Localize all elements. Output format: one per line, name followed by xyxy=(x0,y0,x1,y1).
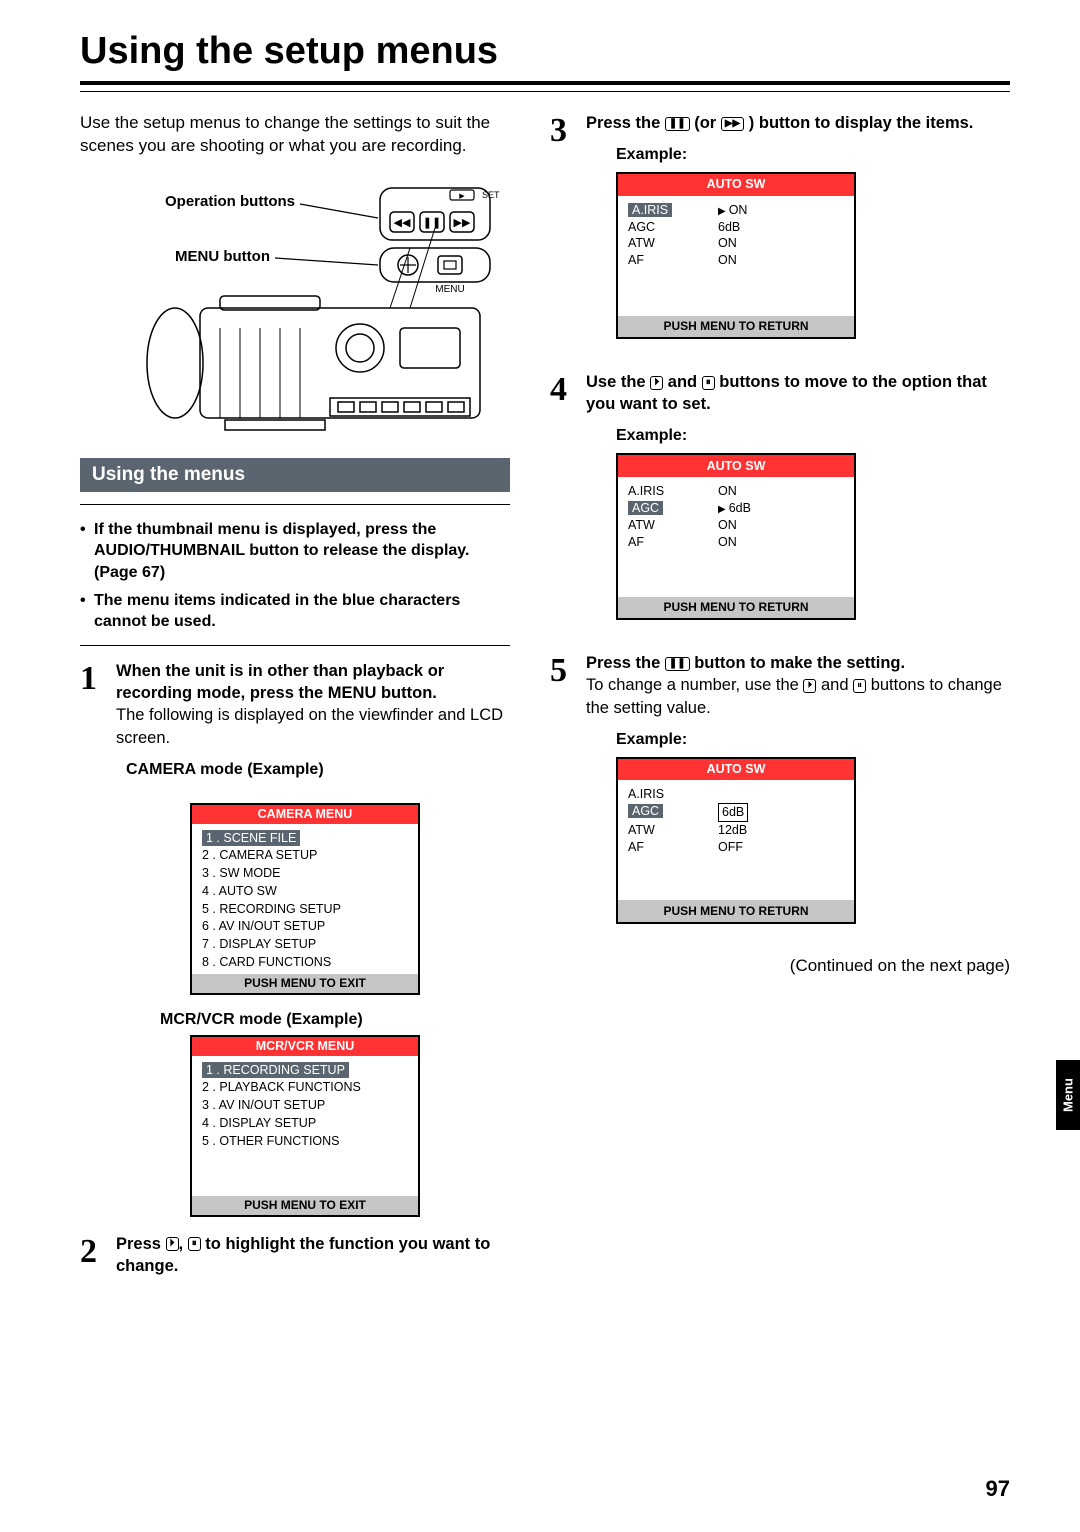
camera-mode-label: CAMERA mode (Example) xyxy=(126,759,510,781)
menu-item: 7 . DISPLAY SETUP xyxy=(202,936,408,954)
menu-item: 3 . SW MODE xyxy=(202,864,408,882)
menu-title: CAMERA MENU xyxy=(192,805,418,824)
menu-item: 2 . PLAYBACK FUNCTIONS xyxy=(202,1078,408,1096)
up-icon: ⏵ xyxy=(166,1237,179,1251)
down-icon: ⏸ xyxy=(702,376,715,390)
menu-button-label: MENU button xyxy=(175,248,270,265)
step-number: 3 xyxy=(550,112,586,355)
divider xyxy=(80,645,510,646)
row-val: ON xyxy=(718,235,844,252)
camera-illustration: ◀◀ ❚❚ ▶▶ ▶ SET MENU Operation buttons xyxy=(90,178,500,438)
example-label: Example: xyxy=(616,144,1010,166)
up-icon: ⏵ xyxy=(803,679,816,693)
svg-text:▶▶: ▶▶ xyxy=(454,217,471,229)
row-label: AGC xyxy=(628,804,663,818)
row-label: AF xyxy=(628,839,718,856)
step-4-text: Use the ⏵ and ⏸ buttons to move to the o… xyxy=(586,371,1010,416)
menu-footer: PUSH MENU TO EXIT xyxy=(192,974,418,993)
row-val: ON xyxy=(729,203,748,217)
menu-item-selected: 1 . RECORDING SETUP xyxy=(202,1062,349,1079)
svg-text:❚❚: ❚❚ xyxy=(423,217,441,229)
menu-footer: PUSH MENU TO RETURN xyxy=(618,900,854,921)
row-label: AGC xyxy=(628,219,718,236)
menu-item: 2 . CAMERA SETUP xyxy=(202,846,408,864)
row-label: ATW xyxy=(628,822,718,839)
camera-diagram: ◀◀ ❚❚ ▶▶ ▶ SET MENU Operation buttons xyxy=(80,178,510,438)
row-label: A.IRIS xyxy=(628,483,718,500)
page-number: 97 xyxy=(986,1476,1010,1502)
menu-footer: PUSH MENU TO RETURN xyxy=(618,597,854,618)
down-icon: ⏸ xyxy=(188,1237,201,1251)
row-label: AF xyxy=(628,252,718,269)
note-2: The menu items indicated in the blue cha… xyxy=(94,590,510,633)
ffwd-icon: ▶▶ xyxy=(721,117,744,131)
autosw-menu-1: AUTO SW A.IRIS▶ON AGC6dB ATWON AFON PUSH… xyxy=(616,172,856,339)
menu-item: 8 . CARD FUNCTIONS xyxy=(202,954,408,972)
continued-text: (Continued on the next page) xyxy=(550,956,1010,976)
mcr-mode-label: MCR/VCR mode (Example) xyxy=(160,1011,510,1029)
example-label: Example: xyxy=(616,425,1010,447)
step-2-text: Press ⏵, ⏸ to highlight the function you… xyxy=(116,1235,490,1275)
row-label: A.IRIS xyxy=(628,786,718,803)
autosw-menu-3: AUTO SW A.IRIS AGC 6dB ATW12dB AFOFF PUSH… xyxy=(616,757,856,924)
menu-title: AUTO SW xyxy=(618,174,854,196)
side-tab: Menu xyxy=(1056,1060,1080,1130)
menu-item: 5 . RECORDING SETUP xyxy=(202,900,408,918)
menu-item: 3 . AV IN/OUT SETUP xyxy=(202,1096,408,1114)
divider xyxy=(80,504,510,505)
step-1-heading: When the unit is in other than playback … xyxy=(116,660,510,705)
menu-footer: PUSH MENU TO EXIT xyxy=(192,1196,418,1215)
example-label: Example: xyxy=(616,729,1010,751)
menu-under-label: MENU xyxy=(435,284,464,295)
step-1-text: The following is displayed on the viewfi… xyxy=(116,704,510,749)
step-3-text: Press the ❚❚ (or ▶▶ ) button to display … xyxy=(586,112,1010,134)
menu-item: 4 . DISPLAY SETUP xyxy=(202,1114,408,1132)
row-val: OFF xyxy=(718,839,844,856)
pause-icon: ❚❚ xyxy=(665,117,690,131)
row-val: 6dB xyxy=(729,501,751,515)
row-val: 12dB xyxy=(718,822,844,839)
row-val: ON xyxy=(718,252,844,269)
note-1: If the thumbnail menu is displayed, pres… xyxy=(94,519,510,584)
up-icon: ⏵ xyxy=(650,376,663,390)
step-5-heading: Press the ❚❚ button to make the setting. xyxy=(586,652,1010,674)
pause-icon: ❚❚ xyxy=(665,657,690,671)
op-buttons-label: Operation buttons xyxy=(165,193,295,210)
row-label: A.IRIS xyxy=(628,203,672,217)
step-number: 4 xyxy=(550,371,586,636)
row-val-boxed: 6dB xyxy=(718,803,748,822)
row-val: ON xyxy=(718,517,844,534)
autosw-menu-2: AUTO SW A.IRISON AGC▶6dB ATWON AFON PUSH… xyxy=(616,453,856,620)
row-label: AF xyxy=(628,534,718,551)
page-title: Using the setup menus xyxy=(80,30,1010,85)
set-label: SET xyxy=(482,190,500,200)
row-label: ATW xyxy=(628,517,718,534)
menu-item: 6 . AV IN/OUT SETUP xyxy=(202,918,408,936)
svg-text:▶: ▶ xyxy=(459,193,465,200)
camera-menu-screen: CAMERA MENU 1 . SCENE FILE 2 . CAMERA SE… xyxy=(190,803,420,995)
step-number: 2 xyxy=(80,1233,116,1278)
step-number: 1 xyxy=(80,660,116,787)
row-val: ON xyxy=(718,483,844,500)
step-number: 5 xyxy=(550,652,586,939)
section-header: Using the menus xyxy=(80,458,510,492)
menu-item: 4 . AUTO SW xyxy=(202,882,408,900)
down-icon: ⏸ xyxy=(853,679,866,693)
menu-title: AUTO SW xyxy=(618,759,854,781)
svg-text:◀◀: ◀◀ xyxy=(394,217,411,229)
menu-item-selected: 1 . SCENE FILE xyxy=(202,830,300,847)
notes-list: •If the thumbnail menu is displayed, pre… xyxy=(80,519,510,633)
intro-paragraph: Use the setup menus to change the settin… xyxy=(80,112,510,158)
row-label: AGC xyxy=(628,501,663,515)
step-5-text: To change a number, use the ⏵ and ⏸ butt… xyxy=(586,674,1010,719)
menu-item: 5 . OTHER FUNCTIONS xyxy=(202,1132,408,1150)
row-val: 6dB xyxy=(718,219,844,236)
menu-title: MCR/VCR MENU xyxy=(192,1037,418,1056)
mcr-menu-screen: MCR/VCR MENU 1 . RECORDING SETUP 2 . PLA… xyxy=(190,1035,420,1217)
menu-footer: PUSH MENU TO RETURN xyxy=(618,316,854,337)
title-underline xyxy=(80,91,1010,92)
menu-title: AUTO SW xyxy=(618,455,854,477)
row-label: ATW xyxy=(628,235,718,252)
row-val: ON xyxy=(718,534,844,551)
